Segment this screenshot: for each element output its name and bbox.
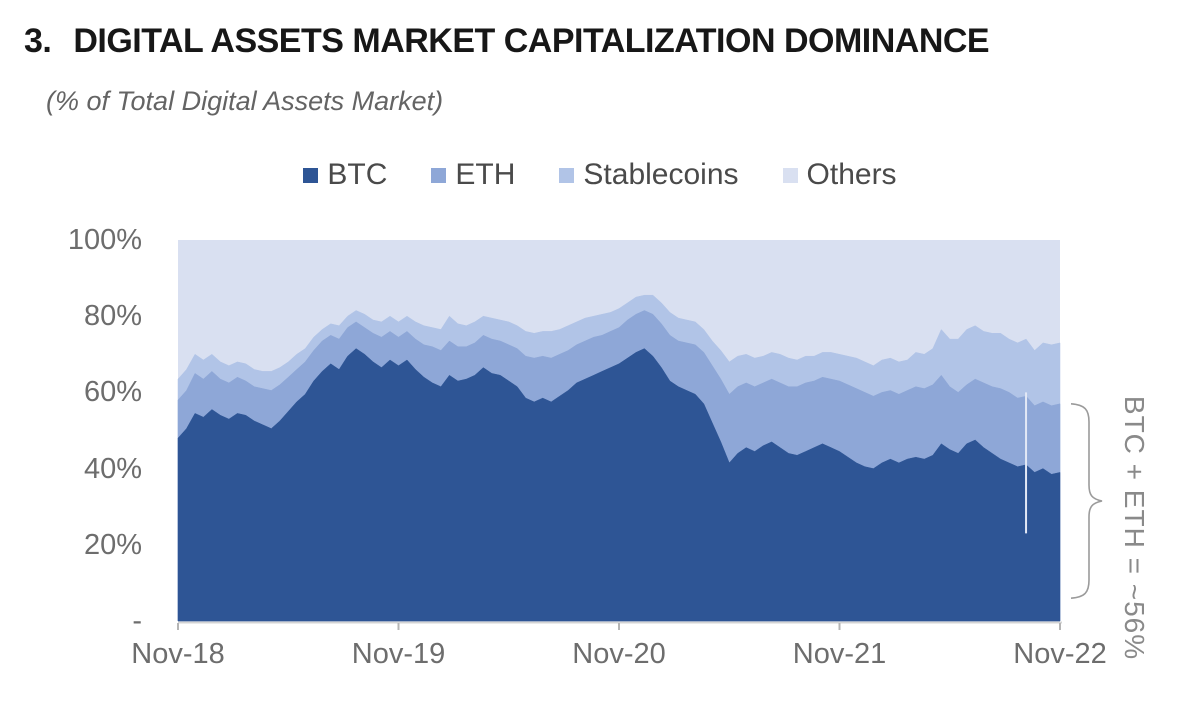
legend-swatch-others xyxy=(782,167,798,183)
x-tick-label: Nov-22 xyxy=(1013,638,1107,670)
annotation-text: BTC + ETH = ~56% xyxy=(1119,395,1150,661)
y-tick-label: 60% xyxy=(83,376,142,409)
y-tick-label: - xyxy=(132,605,142,637)
legend-label-eth: ETH xyxy=(455,158,516,191)
legend-item-others: Others xyxy=(782,158,897,192)
chart-legend: BTC ETH Stablecoins Others xyxy=(0,158,1200,192)
y-tick-label: 40% xyxy=(83,452,142,485)
x-tick-label: Nov-19 xyxy=(351,638,446,670)
legend-item-stablecoins: Stablecoins xyxy=(559,158,739,192)
y-tick-label: 80% xyxy=(83,300,142,333)
x-tick-label: Nov-18 xyxy=(131,638,225,670)
legend-label-btc: BTC xyxy=(327,158,388,191)
legend-label-others: Others xyxy=(806,158,897,191)
legend-label-stablecoins: Stablecoins xyxy=(583,158,739,191)
x-tick-label: Nov-21 xyxy=(792,638,887,670)
legend-swatch-stablecoins xyxy=(559,167,575,183)
y-tick-label: 20% xyxy=(83,528,142,561)
chart-subtitle: (% of Total Digital Assets Market) xyxy=(46,86,444,116)
area-btc xyxy=(177,348,1061,622)
legend-item-btc: BTC xyxy=(303,158,387,192)
title-text: DIGITAL ASSETS MARKET CAPITALIZATION DOM… xyxy=(73,22,990,60)
legend-swatch-eth xyxy=(431,167,447,183)
legend-swatch-btc xyxy=(303,167,319,183)
brace-annotation xyxy=(1070,403,1103,599)
y-tick-label: 100% xyxy=(67,224,142,256)
page-title: 3. DIGITAL ASSETS MARKET CAPITALIZATION D… xyxy=(24,22,990,61)
legend-item-eth: ETH xyxy=(431,158,515,192)
title-number: 3. xyxy=(24,22,52,60)
x-tick-label: Nov-20 xyxy=(572,638,666,670)
